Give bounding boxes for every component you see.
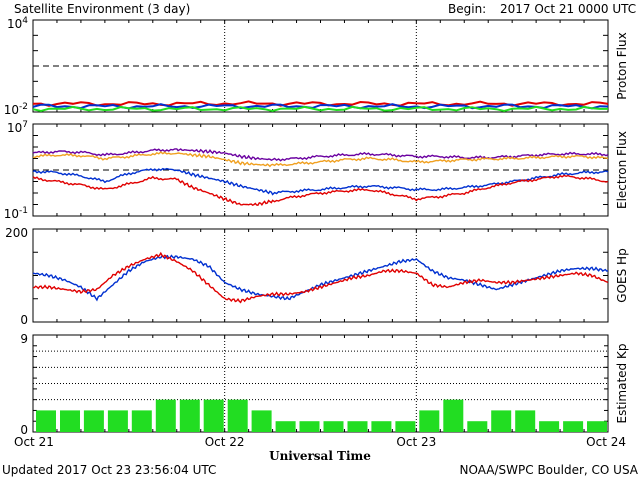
kp-bar bbox=[467, 421, 488, 432]
y-tick-label: 9 bbox=[20, 332, 28, 346]
kp-bar bbox=[371, 421, 392, 432]
y-tick-label: 200 bbox=[5, 226, 28, 240]
begin-value: 2017 Oct 21 0000 UTC bbox=[500, 2, 636, 16]
kp-bar bbox=[539, 421, 560, 432]
begin-label: Begin: bbox=[448, 2, 486, 16]
kp-bar bbox=[587, 421, 607, 432]
series-line-3 bbox=[32, 174, 609, 207]
kp-bar bbox=[275, 421, 296, 432]
panel-1: 107 10-1 Electron Flux bbox=[4, 120, 629, 221]
kp-bar bbox=[347, 421, 368, 432]
panel-frame bbox=[32, 228, 609, 323]
panel-0: 104 10-2 Proton Flux bbox=[4, 16, 629, 117]
y-tick-label: 10-2 bbox=[4, 102, 28, 117]
y-axis-label: Electron Flux bbox=[615, 131, 629, 209]
kp-bar bbox=[563, 421, 584, 432]
x-tick-label: Oct 21 bbox=[14, 435, 54, 449]
kp-bar bbox=[107, 410, 128, 432]
x-tick-label: Oct 24 bbox=[586, 435, 626, 449]
y-tick-label: 0 bbox=[20, 423, 28, 437]
panel-2: 200 0 GOES Hp bbox=[5, 226, 629, 327]
kp-bar bbox=[491, 410, 512, 432]
kp-bar bbox=[131, 410, 152, 432]
kp-bar bbox=[155, 399, 176, 432]
x-axis-label: Universal Time bbox=[269, 449, 371, 463]
series-line-0 bbox=[32, 100, 609, 107]
kp-bar bbox=[179, 399, 200, 432]
credit-text: NOAA/SWPC Boulder, CO USA bbox=[460, 463, 639, 477]
panels: 104 10-2 Proton Flux 107 10-1 Electron Flux 20… bbox=[4, 16, 629, 437]
series-line-0 bbox=[32, 254, 609, 302]
panel-frame bbox=[32, 19, 609, 113]
series-line-1 bbox=[33, 251, 609, 304]
panel-3: 9 0 Estimated Kp bbox=[20, 332, 629, 437]
y-tick-label: 107 bbox=[7, 120, 28, 135]
series-line-2 bbox=[32, 167, 609, 196]
y-tick-label: 10-1 bbox=[4, 206, 28, 221]
y-axis-label: Estimated Kp bbox=[615, 344, 629, 424]
y-tick-label: 0 bbox=[20, 313, 28, 327]
y-axis-label: Proton Flux bbox=[615, 32, 629, 99]
kp-bar bbox=[443, 399, 464, 432]
series-line-0 bbox=[32, 148, 609, 162]
series-line-2 bbox=[32, 105, 608, 113]
kp-bar bbox=[395, 421, 416, 432]
y-tick-label: 104 bbox=[7, 16, 28, 31]
kp-bar bbox=[36, 410, 56, 432]
x-axis-ticks: Oct 21 Oct 22 Oct 23 Oct 24 bbox=[14, 435, 626, 449]
chart-title: Satellite Environment (3 day) bbox=[14, 2, 190, 16]
series-line-1 bbox=[32, 151, 609, 168]
x-tick-label: Oct 22 bbox=[205, 435, 245, 449]
updated-timestamp: Updated 2017 Oct 23 23:56:04 UTC bbox=[2, 463, 216, 477]
kp-bar bbox=[203, 399, 224, 432]
y-axis-label: GOES Hp bbox=[615, 248, 629, 302]
panel-frame bbox=[32, 123, 609, 217]
kp-bar bbox=[419, 410, 440, 432]
kp-bar bbox=[60, 410, 80, 432]
kp-bar bbox=[83, 410, 104, 432]
kp-bar bbox=[323, 421, 344, 432]
kp-bar bbox=[227, 399, 248, 432]
kp-bar bbox=[515, 410, 536, 432]
kp-bar bbox=[251, 410, 272, 432]
kp-bar bbox=[299, 421, 320, 432]
x-tick-label: Oct 23 bbox=[396, 435, 436, 449]
